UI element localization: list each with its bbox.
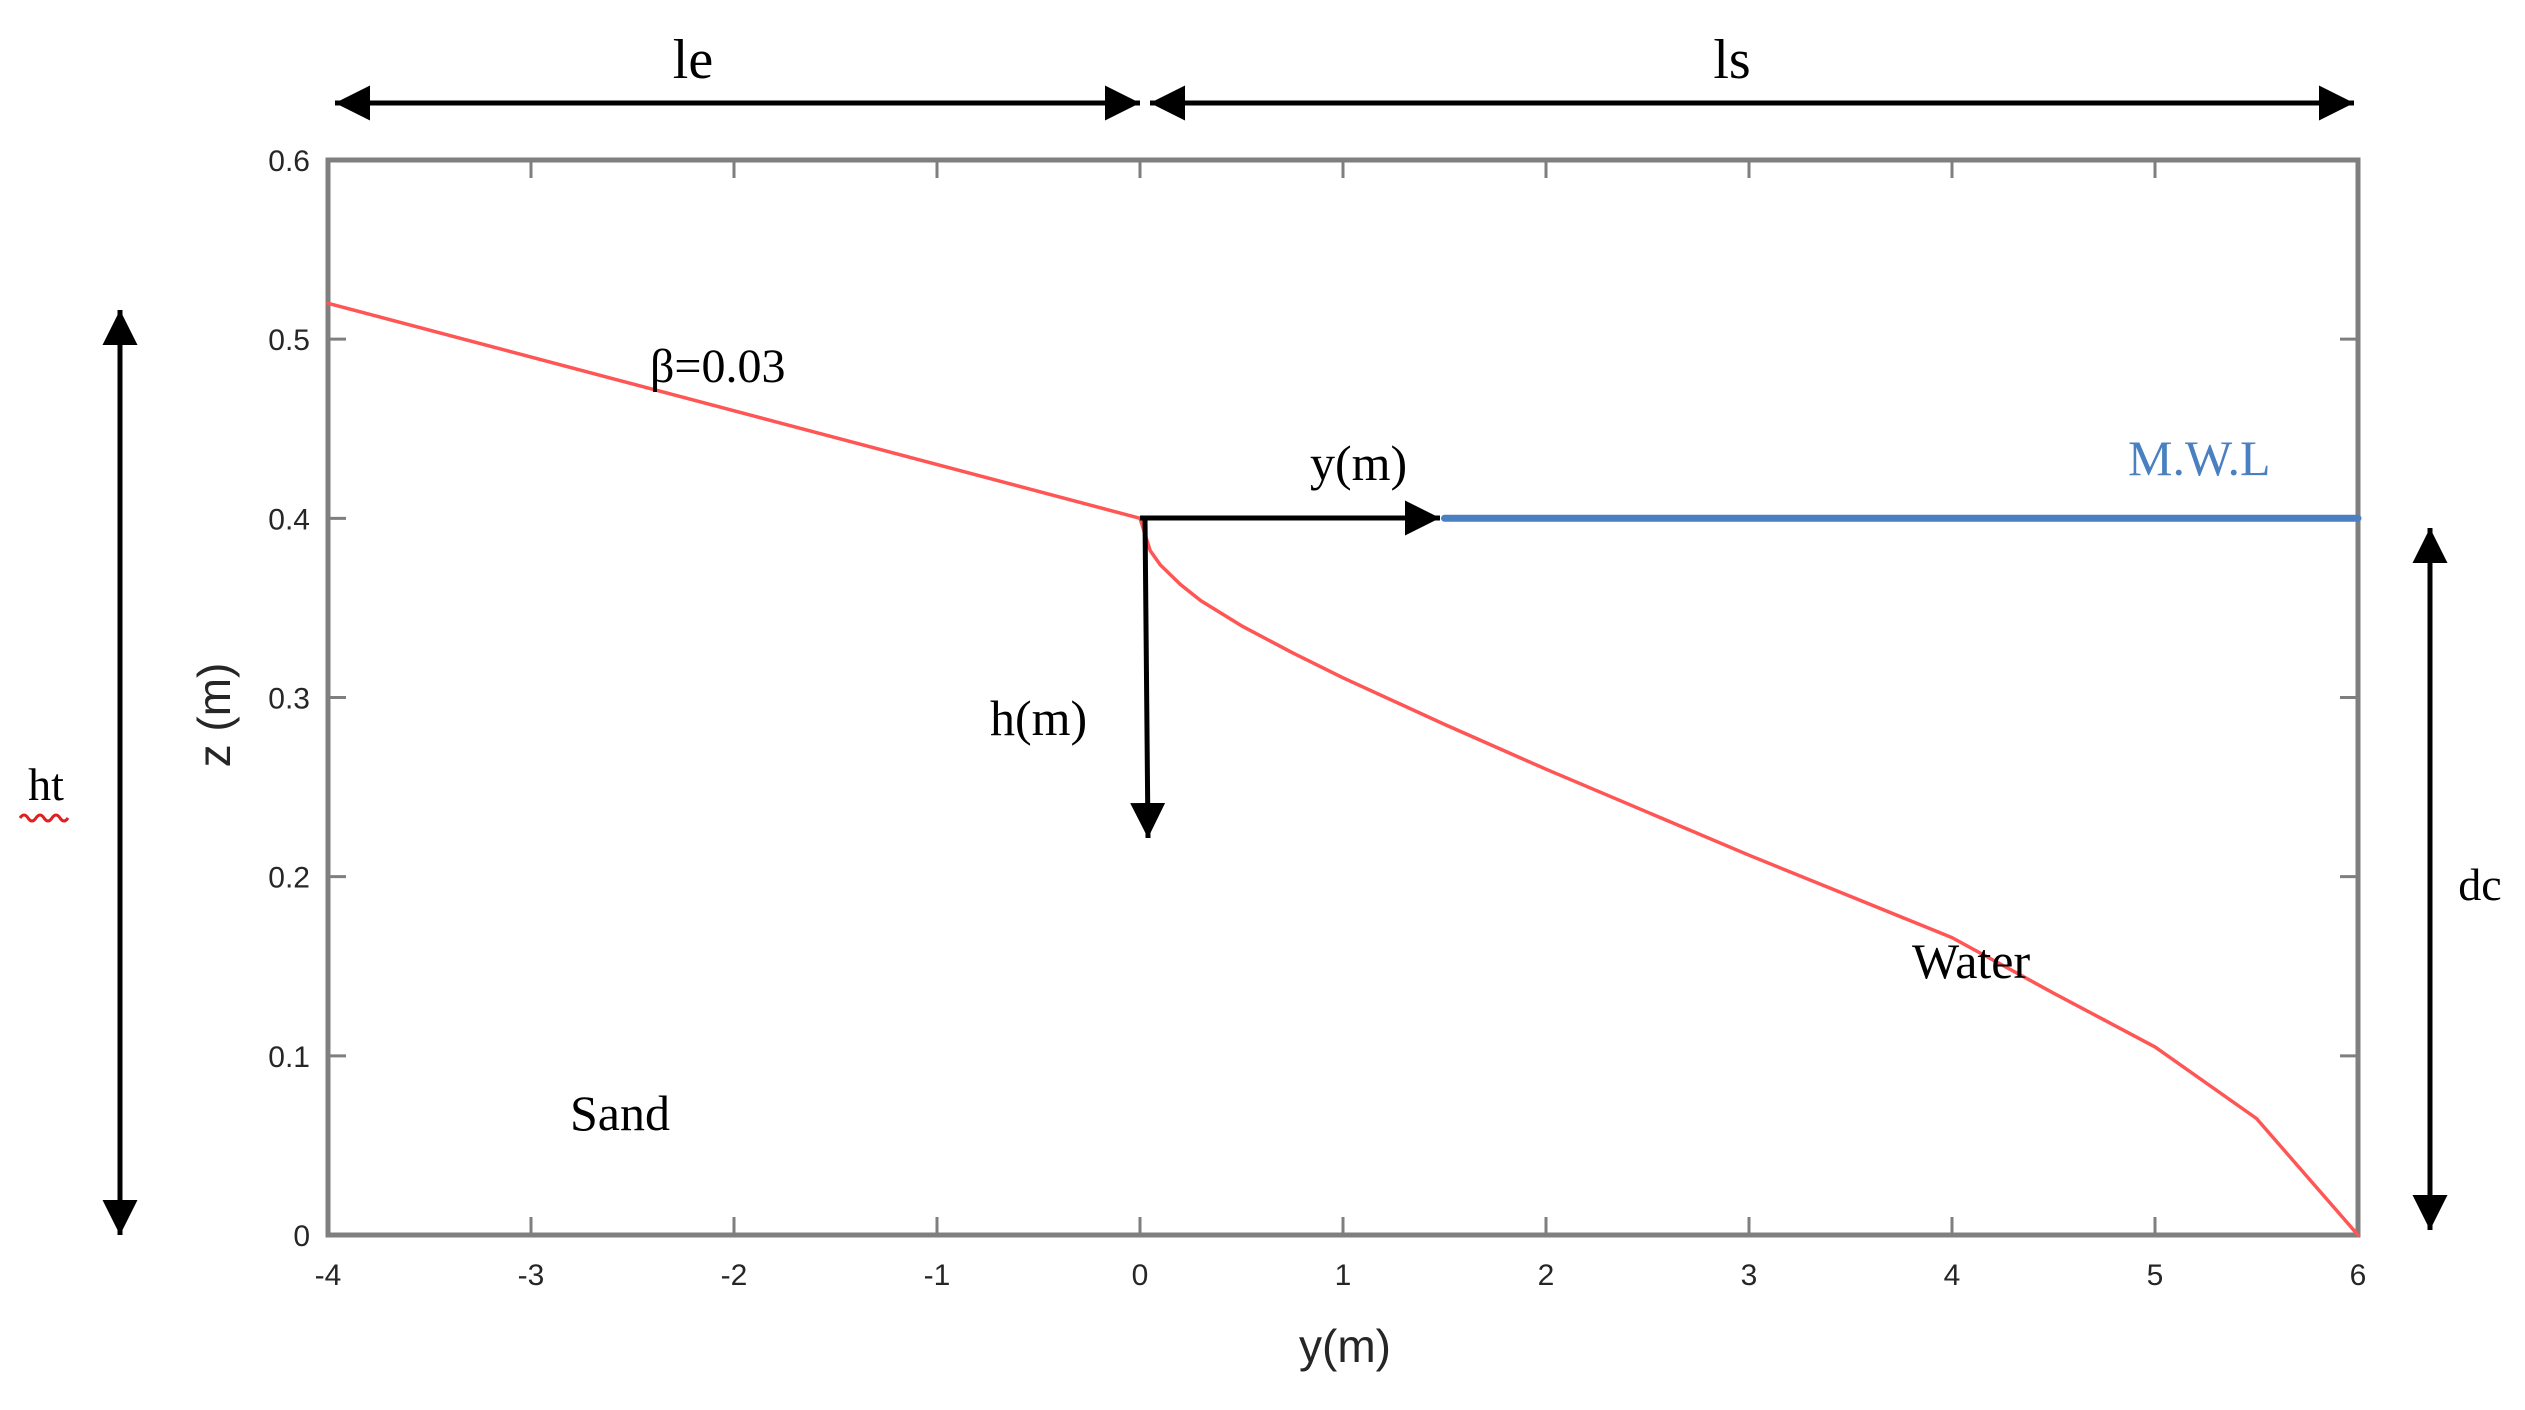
y-axis-arrow-label: y(m) — [1310, 435, 1407, 491]
x-tick-label: 0 — [1132, 1259, 1149, 1292]
y-axis-title: z (m) — [188, 663, 240, 768]
x-tick-label: 6 — [2350, 1259, 2367, 1292]
series-layer — [326, 301, 2362, 1237]
sand-label: Sand — [570, 1085, 670, 1141]
x-tick-label: -4 — [315, 1259, 342, 1292]
ls-label: ls — [1713, 29, 1750, 91]
slope-label: β=0.03 — [650, 340, 786, 393]
x-axis-title: y(m) — [1299, 1320, 1391, 1372]
x-tick-label: 5 — [2147, 1259, 2164, 1292]
y-tick-label: 0.5 — [268, 324, 310, 357]
y-tick-label: 0.2 — [268, 862, 310, 895]
y-tick-label: 0 — [293, 1220, 310, 1253]
h-direction-arrow — [1130, 517, 1166, 839]
x-tick-label: -2 — [721, 1259, 748, 1292]
plot-area — [325, 157, 2361, 1238]
y-tick-label: 0.3 — [268, 683, 310, 716]
ht-label: ht — [28, 759, 64, 810]
series-line-profile-1 — [1138, 516, 2360, 1237]
x-tick-label: -3 — [518, 1259, 545, 1292]
water-label: Water — [1912, 933, 2030, 989]
x-tick-label: 1 — [1335, 1259, 1352, 1292]
annotation-arrows — [102, 85, 2448, 1235]
ht-spellcheck-underline — [18, 813, 70, 823]
series-line-profile-0 — [326, 301, 1142, 521]
x-tick-label: 4 — [1944, 1259, 1961, 1292]
plot-frame — [325, 157, 2361, 1238]
axis-ticks: -4 -3 -2 -1 0 1 2 3 4 5 6 0 0.1 0.2 0.3 0.4 0.5 0.6 — [268, 145, 2366, 1292]
y-tick-label: 0.1 — [268, 1041, 310, 1074]
dc-label: dc — [2458, 859, 2501, 910]
le-label: le — [673, 29, 713, 91]
y-tick-label: 0.6 — [268, 145, 310, 178]
x-tick-label: -1 — [924, 1259, 951, 1292]
mwl-label: M.W.L — [2128, 430, 2271, 486]
y-tick-label: 0.4 — [268, 503, 310, 536]
x-tick-label: 2 — [1538, 1259, 1555, 1292]
x-tick-label: 3 — [1741, 1259, 1758, 1292]
h-axis-arrow-label: h(m) — [990, 690, 1087, 746]
